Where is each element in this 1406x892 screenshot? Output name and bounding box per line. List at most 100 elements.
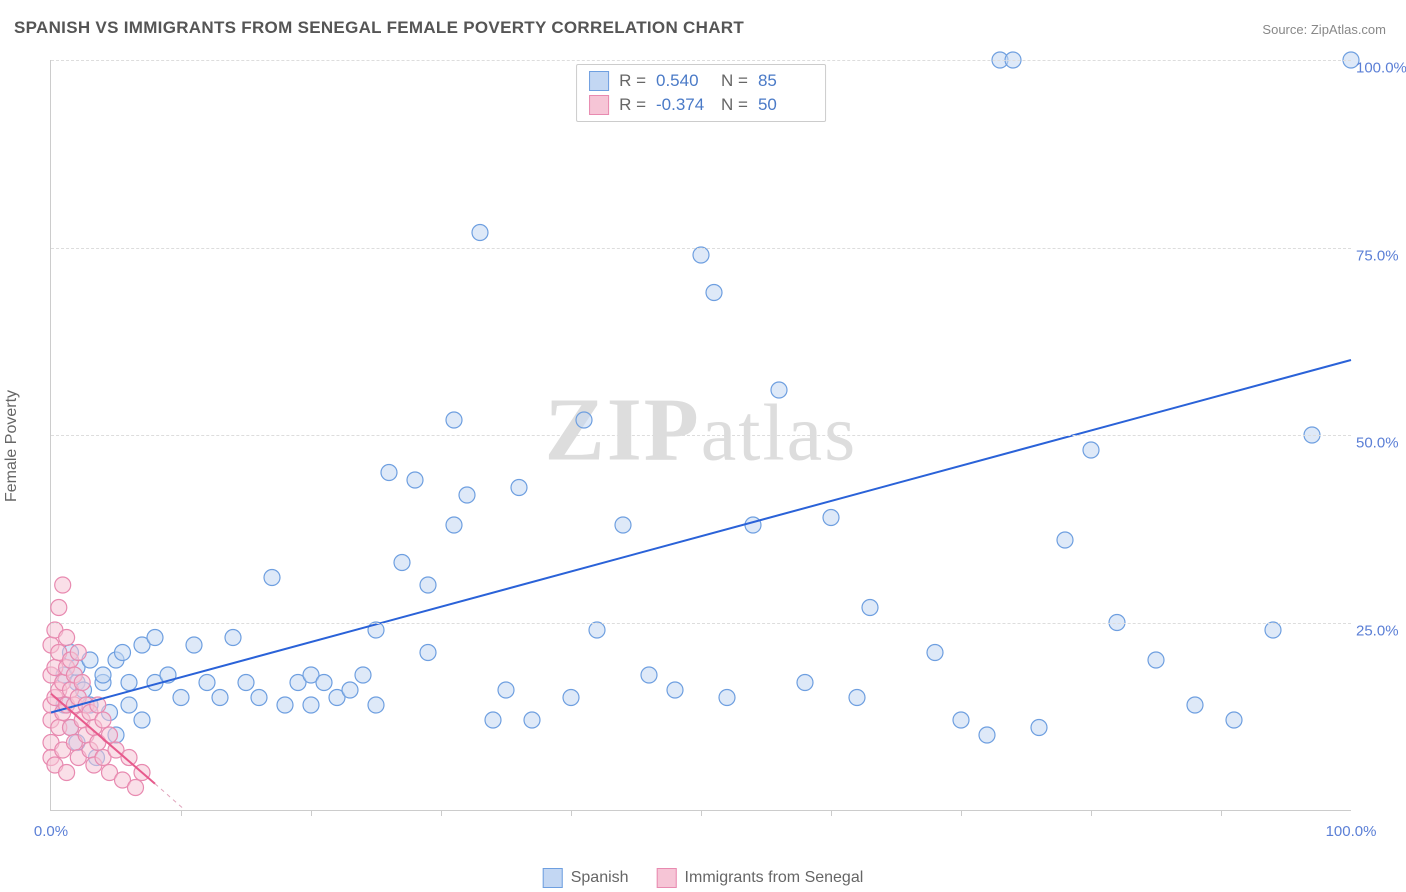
data-point — [849, 690, 865, 706]
y-tick-label: 100.0% — [1356, 44, 1406, 77]
data-point — [563, 690, 579, 706]
data-point — [979, 727, 995, 743]
data-point — [511, 480, 527, 496]
data-point — [225, 630, 241, 646]
source-citation: Source: ZipAtlas.com — [1262, 22, 1386, 37]
x-tick — [1091, 810, 1092, 816]
data-point — [1031, 720, 1047, 736]
legend-r-value: -0.374 — [656, 93, 711, 117]
data-point — [95, 712, 111, 728]
data-point — [264, 570, 280, 586]
x-tick — [831, 810, 832, 816]
data-point — [51, 600, 67, 616]
data-point — [407, 472, 423, 488]
legend-n-value: 85 — [758, 69, 813, 93]
x-tick — [441, 810, 442, 816]
data-point — [706, 285, 722, 301]
source-value: ZipAtlas.com — [1311, 22, 1386, 37]
legend-bottom-item: Spanish — [543, 868, 629, 888]
data-point — [70, 645, 86, 661]
data-point — [641, 667, 657, 683]
data-point — [1148, 652, 1164, 668]
x-tick — [571, 810, 572, 816]
legend-r-label: R = — [619, 93, 646, 117]
data-point — [446, 412, 462, 428]
x-tick — [961, 810, 962, 816]
data-point — [472, 225, 488, 241]
legend-swatch — [657, 868, 677, 888]
gridline-h — [51, 623, 1351, 624]
legend-swatch — [589, 71, 609, 91]
x-tick-label: 100.0% — [1326, 823, 1377, 840]
data-point — [316, 675, 332, 691]
x-tick — [1221, 810, 1222, 816]
legend-top-row: R =0.540N =85 — [589, 69, 813, 93]
data-point — [420, 577, 436, 593]
data-point — [238, 675, 254, 691]
data-point — [576, 412, 592, 428]
gridline-h — [51, 435, 1351, 436]
correlation-legend: R =0.540N =85R =-0.374N =50 — [576, 64, 826, 122]
data-point — [459, 487, 475, 503]
data-point — [693, 247, 709, 263]
data-point — [1265, 622, 1281, 638]
data-point — [368, 697, 384, 713]
legend-swatch — [543, 868, 563, 888]
data-point — [115, 645, 131, 661]
gridline-h — [51, 248, 1351, 249]
data-point — [615, 517, 631, 533]
data-point — [485, 712, 501, 728]
data-point — [199, 675, 215, 691]
data-point — [173, 690, 189, 706]
data-point — [1226, 712, 1242, 728]
data-point — [1057, 532, 1073, 548]
data-point — [823, 510, 839, 526]
legend-r-value: 0.540 — [656, 69, 711, 93]
data-point — [212, 690, 228, 706]
data-point — [745, 517, 761, 533]
data-point — [1083, 442, 1099, 458]
x-tick — [701, 810, 702, 816]
chart-container: SPANISH VS IMMIGRANTS FROM SENEGAL FEMAL… — [0, 0, 1406, 892]
data-point — [797, 675, 813, 691]
regression-line-extended — [155, 784, 185, 810]
chart-title: SPANISH VS IMMIGRANTS FROM SENEGAL FEMAL… — [14, 18, 744, 38]
data-point — [186, 637, 202, 653]
data-point — [303, 697, 319, 713]
data-point — [719, 690, 735, 706]
legend-series-label: Spanish — [571, 869, 629, 887]
data-point — [394, 555, 410, 571]
data-point — [59, 765, 75, 781]
data-point — [95, 667, 111, 683]
data-point — [59, 630, 75, 646]
series-legend: Spanish Immigrants from Senegal — [543, 868, 864, 888]
legend-top-row: R =-0.374N =50 — [589, 93, 813, 117]
data-point — [498, 682, 514, 698]
data-point — [927, 645, 943, 661]
data-point — [74, 675, 90, 691]
data-point — [862, 600, 878, 616]
data-point — [147, 630, 163, 646]
legend-n-label: N = — [721, 69, 748, 93]
x-tick — [311, 810, 312, 816]
data-point — [128, 780, 144, 796]
legend-series-label: Immigrants from Senegal — [685, 869, 864, 887]
y-tick-label: 50.0% — [1356, 419, 1406, 452]
data-point — [55, 577, 71, 593]
data-point — [121, 697, 137, 713]
legend-n-value: 50 — [758, 93, 813, 117]
data-point — [420, 645, 436, 661]
source-label: Source: — [1262, 22, 1307, 37]
data-point — [771, 382, 787, 398]
y-axis-title: Female Poverty — [3, 390, 21, 502]
x-tick — [181, 810, 182, 816]
legend-bottom-item: Immigrants from Senegal — [657, 868, 864, 888]
data-point — [667, 682, 683, 698]
data-point — [953, 712, 969, 728]
data-point — [589, 622, 605, 638]
data-point — [251, 690, 267, 706]
y-tick-label: 75.0% — [1356, 231, 1406, 264]
data-point — [121, 675, 137, 691]
data-point — [342, 682, 358, 698]
data-point — [381, 465, 397, 481]
